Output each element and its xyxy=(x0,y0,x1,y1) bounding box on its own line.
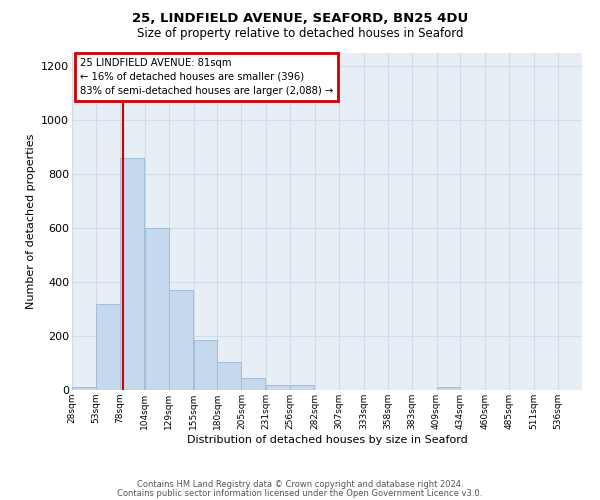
Bar xyxy=(290,385,314,390)
Text: Contains public sector information licensed under the Open Government Licence v3: Contains public sector information licen… xyxy=(118,488,482,498)
Bar xyxy=(194,340,217,390)
Bar xyxy=(120,158,144,390)
Text: Contains HM Land Registry data © Crown copyright and database right 2024.: Contains HM Land Registry data © Crown c… xyxy=(137,480,463,489)
Text: Size of property relative to detached houses in Seaford: Size of property relative to detached ho… xyxy=(137,28,463,40)
Bar xyxy=(145,228,169,390)
Bar xyxy=(437,387,460,390)
Text: 25 LINDFIELD AVENUE: 81sqm
← 16% of detached houses are smaller (396)
83% of sem: 25 LINDFIELD AVENUE: 81sqm ← 16% of deta… xyxy=(80,58,333,96)
Bar xyxy=(217,362,241,390)
Bar xyxy=(266,384,290,390)
Bar xyxy=(169,290,193,390)
Text: 25, LINDFIELD AVENUE, SEAFORD, BN25 4DU: 25, LINDFIELD AVENUE, SEAFORD, BN25 4DU xyxy=(132,12,468,26)
Bar xyxy=(241,378,265,390)
X-axis label: Distribution of detached houses by size in Seaford: Distribution of detached houses by size … xyxy=(187,434,467,444)
Bar xyxy=(96,304,120,390)
Y-axis label: Number of detached properties: Number of detached properties xyxy=(26,134,35,309)
Bar xyxy=(72,388,96,390)
